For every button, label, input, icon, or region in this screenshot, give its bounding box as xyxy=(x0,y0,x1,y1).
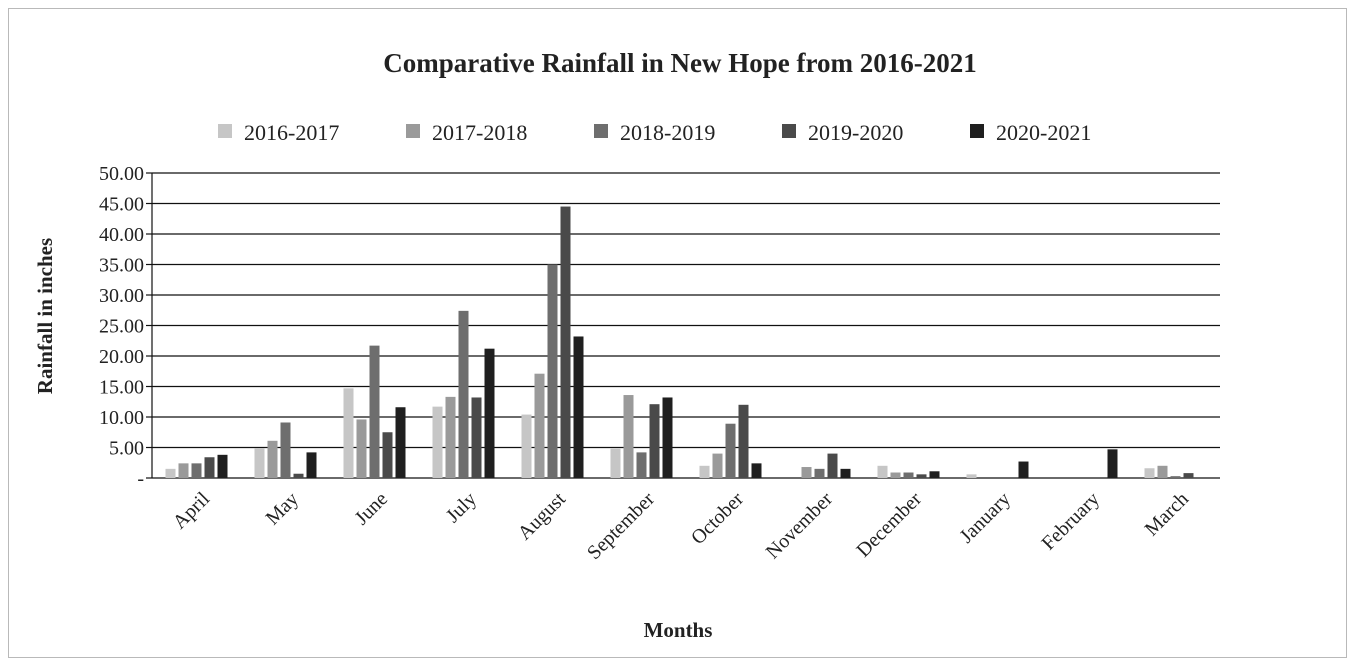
legend-label: 2018-2019 xyxy=(620,120,715,145)
bar xyxy=(191,463,202,478)
x-tick-label: May xyxy=(262,488,303,529)
bar xyxy=(903,472,914,478)
bar xyxy=(382,432,393,478)
bar xyxy=(178,463,189,478)
bar xyxy=(738,404,749,478)
legend-swatch xyxy=(406,124,420,138)
bar xyxy=(254,448,265,478)
bar xyxy=(547,264,558,478)
bar xyxy=(916,474,927,478)
bar xyxy=(293,473,304,478)
y-tick-label: 5.00 xyxy=(109,438,144,460)
bar xyxy=(343,388,354,478)
bar xyxy=(699,465,710,478)
y-tick-label: 25.00 xyxy=(99,316,144,338)
bar xyxy=(1170,476,1181,478)
bar xyxy=(395,407,406,478)
x-tick-label: June xyxy=(351,488,393,530)
bar xyxy=(877,465,888,478)
bar xyxy=(560,206,571,479)
bar xyxy=(217,454,228,478)
bar xyxy=(662,397,673,478)
x-tick-label: October xyxy=(687,488,748,549)
bar xyxy=(471,397,482,478)
legend-label: 2016-2017 xyxy=(244,120,339,145)
bar xyxy=(840,468,851,478)
bar xyxy=(623,395,634,478)
y-tick-label: 50.00 xyxy=(99,163,144,185)
x-tick-label: September xyxy=(583,488,659,564)
legend-swatch xyxy=(970,124,984,138)
bar xyxy=(801,467,812,478)
x-tick-label: January xyxy=(955,488,1015,548)
legend-label: 2020-2021 xyxy=(996,120,1091,145)
bar xyxy=(1183,473,1194,478)
x-tick-label: July xyxy=(442,488,481,527)
bar xyxy=(1144,468,1155,478)
bar xyxy=(712,453,723,478)
bar xyxy=(890,472,901,478)
chart-frame xyxy=(8,8,1347,658)
x-tick-label: February xyxy=(1037,488,1104,555)
x-axis-ticks: April May June July August September October No… xyxy=(169,488,1193,564)
bar xyxy=(458,310,469,478)
bar xyxy=(306,452,317,478)
y-tick-label: 35.00 xyxy=(99,255,144,277)
bar xyxy=(369,345,380,478)
bar xyxy=(204,457,215,478)
bar xyxy=(356,419,367,478)
y-tick-label: - xyxy=(137,468,144,490)
bar xyxy=(445,396,456,478)
bar xyxy=(267,440,278,478)
bar xyxy=(1157,465,1168,478)
y-tick-label: 40.00 xyxy=(99,224,144,246)
bar xyxy=(484,348,495,478)
bar xyxy=(610,448,621,478)
bar xyxy=(1018,461,1029,478)
x-tick-label: March xyxy=(1141,488,1193,540)
bar xyxy=(636,452,647,478)
bar xyxy=(929,471,940,478)
bar xyxy=(725,423,736,478)
legend: 2016-2017 2017-2018 2018-2019 2019-2020 2020… xyxy=(218,120,1091,145)
y-tick-label: 30.00 xyxy=(99,285,144,307)
x-tick-label: April xyxy=(169,488,215,534)
bar xyxy=(280,422,291,478)
x-axis-label: Months xyxy=(644,618,713,642)
y-tick-label: 45.00 xyxy=(99,194,144,216)
gridlines xyxy=(146,172,1220,479)
x-tick-label: November xyxy=(762,488,837,563)
legend-swatch xyxy=(782,124,796,138)
bar xyxy=(521,414,532,478)
bar xyxy=(751,463,762,478)
bar xyxy=(432,406,443,478)
bar xyxy=(1107,449,1118,478)
bar xyxy=(165,468,176,478)
y-axis-label: Rainfall in inches xyxy=(33,238,57,394)
bar xyxy=(649,404,660,478)
bar xyxy=(827,453,838,478)
y-tick-label: 15.00 xyxy=(99,377,144,399)
x-tick-label: December xyxy=(852,488,926,562)
chart-title: Comparative Rainfall in New Hope from 20… xyxy=(383,48,976,78)
bar xyxy=(534,373,545,478)
bar xyxy=(966,474,977,478)
x-tick-label: August xyxy=(514,488,571,545)
bar xyxy=(573,336,584,478)
legend-label: 2019-2020 xyxy=(808,120,903,145)
legend-label: 2017-2018 xyxy=(432,120,527,145)
y-tick-label: 10.00 xyxy=(99,407,144,429)
y-tick-label: 20.00 xyxy=(99,346,144,368)
y-axis-ticks: - 5.00 10.00 15.00 20.00 25.00 30.00 35.00 40.00… xyxy=(99,163,144,490)
legend-swatch xyxy=(218,124,232,138)
legend-swatch xyxy=(594,124,608,138)
bars xyxy=(165,206,1194,479)
bar xyxy=(814,468,825,478)
